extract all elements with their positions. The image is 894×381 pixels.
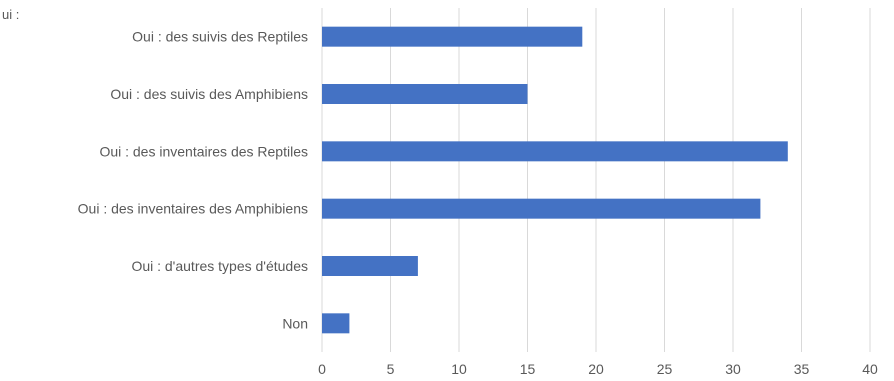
category-label: Oui : des inventaires des Reptiles xyxy=(99,143,308,159)
x-tick-label: 0 xyxy=(318,361,326,377)
corner-label: ui : xyxy=(2,7,19,22)
x-tick-label: 10 xyxy=(451,361,467,377)
category-label: Oui : des inventaires des Amphibiens xyxy=(78,201,308,217)
bar xyxy=(322,198,761,219)
x-tick-label: 20 xyxy=(588,361,604,377)
category-label: Non xyxy=(282,315,308,331)
bar xyxy=(322,256,418,276)
gridlines xyxy=(321,8,871,352)
x-tick-label: 5 xyxy=(387,361,395,377)
x-tick-label: 40 xyxy=(862,361,878,377)
bars xyxy=(322,26,788,334)
x-tick-label: 30 xyxy=(725,361,741,377)
bar xyxy=(322,313,350,334)
x-tick-labels: 0 5 10 15 20 25 30 35 40 xyxy=(318,361,878,377)
category-label: Oui : d'autres types d'études xyxy=(131,258,308,274)
x-tick-label: 35 xyxy=(794,361,810,377)
category-labels: Oui : des suivis des Reptiles Oui : des s… xyxy=(78,29,308,332)
category-label: Oui : des suivis des Reptiles xyxy=(132,29,308,45)
category-label: Oui : des suivis des Amphibiens xyxy=(110,86,308,102)
x-tick-label: 25 xyxy=(657,361,673,377)
bar xyxy=(322,84,528,104)
bar xyxy=(322,26,583,47)
x-tick-label: 15 xyxy=(520,361,536,377)
bar xyxy=(322,141,788,162)
